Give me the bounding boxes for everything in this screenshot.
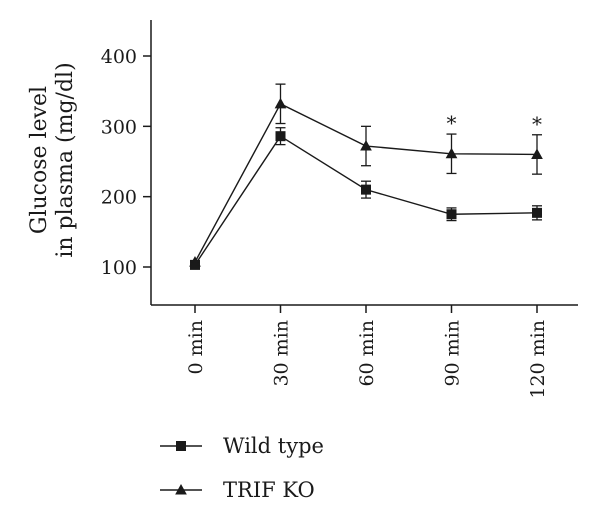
x-tick-label: 90 min xyxy=(442,320,464,387)
y-tick-label: 400 xyxy=(101,46,137,68)
y-tick-label: 200 xyxy=(101,187,137,209)
x-tick-label: 0 min xyxy=(185,320,207,374)
legend-item: TRIF KO xyxy=(160,478,315,502)
data-point xyxy=(189,256,201,267)
x-tick-label: 30 min xyxy=(271,320,293,387)
series-layer xyxy=(189,83,543,270)
data-point xyxy=(532,207,542,218)
y-tick-label: 100 xyxy=(101,257,137,279)
y-axis-title-line-1: Glucose level xyxy=(27,86,52,234)
axes xyxy=(150,20,578,306)
data-point xyxy=(531,148,543,159)
y-axis-title-line-2: in plasma (mg/dl) xyxy=(53,62,78,257)
y-tick-label: 300 xyxy=(101,116,137,138)
data-point xyxy=(361,184,371,195)
x-tick-label: 120 min xyxy=(527,320,549,399)
data-point xyxy=(360,139,372,151)
legend-marker xyxy=(175,483,187,495)
data-point xyxy=(274,97,287,109)
data-point xyxy=(446,209,457,220)
data-point xyxy=(445,147,458,159)
legend-marker xyxy=(176,441,186,451)
legend: Wild type TRIF KO xyxy=(160,434,324,502)
y-axis-title: Glucose level in plasma (mg/dl) xyxy=(27,62,78,257)
legend-item: Wild type xyxy=(160,434,324,458)
data-point xyxy=(275,131,286,142)
legend-label: TRIF KO xyxy=(223,478,315,502)
x-tick-label: 60 min xyxy=(356,320,378,387)
annotations: * * xyxy=(447,111,543,136)
y-ticks: 100 200 300 400 xyxy=(101,46,151,279)
significance-marker: * xyxy=(447,111,457,135)
x-ticks: 0 min 30 min 60 min 90 min 120 min xyxy=(185,305,549,399)
significance-marker: * xyxy=(532,112,542,136)
series-trif-ko xyxy=(189,83,543,267)
legend-label: Wild type xyxy=(223,434,324,458)
